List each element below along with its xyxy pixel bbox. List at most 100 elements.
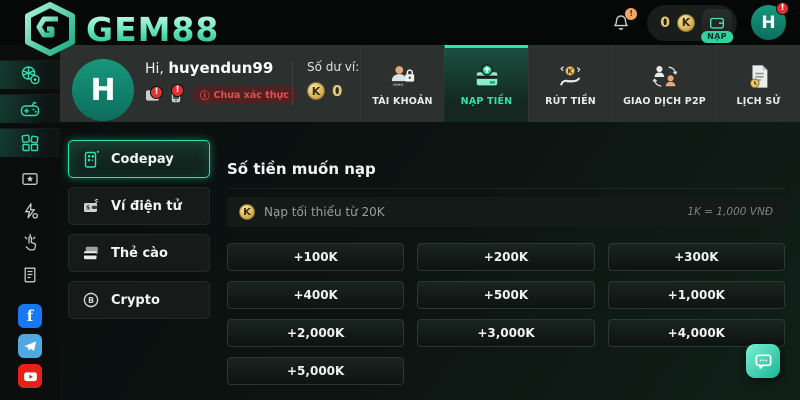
amount-button[interactable]: +4,000K [607,319,785,347]
verify-status-badge[interactable]: ⓘ Chưa xác thực [192,86,297,104]
amount-button[interactable]: +2,000K [227,319,405,347]
amount-button[interactable]: +400K [227,281,405,309]
menu-item-label: Crypto [111,292,160,308]
rail-casino-button[interactable] [0,60,60,90]
account-nav: TÀI KHOẢN NẠP TIỀN K [360,45,800,122]
svg-text:K: K [567,67,573,75]
tab-label: TÀI KHOẢN [372,95,433,107]
info-icon: ⓘ [200,91,210,102]
verification-row: ! ! ⓘ Chưa xác thực [145,84,297,104]
flash-icon [24,203,39,219]
svg-text:B: B [88,296,94,305]
amount-button[interactable]: +200K [417,243,595,271]
brand-logo[interactable]: GEM88 [22,2,219,56]
k-coin-icon: K [677,13,695,32]
p2p-icon [652,65,677,87]
rail-flash-button[interactable] [0,200,60,222]
menu-item-crypto[interactable]: B Crypto [68,281,210,319]
svg-text:$: $ [86,204,91,212]
promo-frame-icon [22,173,38,185]
wallet-coin-icon: K [307,82,325,100]
rail-games-button[interactable] [0,94,60,124]
codepay-qr-icon [84,150,99,168]
withdraw-icon: K [559,65,581,85]
rail-tiles-button[interactable] [0,128,60,158]
menu-item-vi-dien-tu[interactable]: $ Ví điện tử [68,187,210,225]
email-alert-badge: ! [150,85,163,99]
verify-status-text: Chưa xác thực [213,89,289,101]
gem-hexagon-icon [25,2,75,56]
scratch-card-icon [84,246,98,260]
deposit-info-bar: K Nạp tối thiểu từ 20K 1K = 1,000 VNĐ [227,197,785,227]
hand-click-icon [24,233,37,251]
topbar-avatar[interactable]: H ! [751,2,789,40]
menu-item-codepay[interactable]: Codepay [68,140,210,178]
amount-button[interactable]: +5,000K [227,357,405,385]
amount-button[interactable]: +500K [417,281,595,309]
avatar-alert-badge: ! [776,2,789,15]
notifications-button[interactable]: ! [609,7,638,35]
amount-button[interactable]: +1,000K [607,281,785,309]
tab-label: RÚT TIỀN [545,95,596,107]
page-title: Số tiền muốn nạp [227,160,785,189]
youtube-icon [23,371,37,381]
wallet-label: Số dư ví: [307,60,360,74]
bell-icon [614,14,629,30]
profile-avatar-initial: H [90,72,116,108]
tab-tai-khoan[interactable]: TÀI KHOẢN [360,45,444,122]
wallet-balance-value: 0 [332,82,343,100]
rail-news-button[interactable] [0,264,60,286]
tab-label: NẠP TIỀN [460,96,513,107]
chat-bubble-icon [755,353,771,369]
account-icon [391,65,414,86]
wallet-balance-block: Số dư ví: K 0 [307,60,359,100]
min-deposit-note: Nạp tối thiểu từ 20K [264,205,385,219]
telegram-link[interactable] [18,334,42,358]
min-deposit-coin-icon: K [239,204,255,220]
tab-label: GIAO DỊCH P2P [623,95,706,107]
username: huyendun99 [168,59,274,77]
telegram-icon [24,340,36,351]
game-tiles-icon [21,134,39,152]
news-icon [24,267,36,283]
facebook-icon: f [26,307,34,325]
profile-avatar[interactable]: H [72,59,134,121]
facebook-link[interactable]: f [18,304,42,328]
balance-pill[interactable]: 0 K NẠP [647,4,737,43]
account-header: H Hi, huyendun99 ! [60,45,800,122]
tab-nap-tien[interactable]: NẠP TIỀN [444,45,528,122]
rail-referral-button[interactable] [0,232,60,254]
rail-promo-button[interactable] [0,168,60,190]
youtube-link[interactable] [18,364,42,388]
amount-button[interactable]: +100K [227,243,405,271]
tab-rut-tien[interactable]: K RÚT TIỀN [528,45,612,122]
casino-ball-icon [21,66,40,85]
tab-lich-su[interactable]: LỊCH SỬ [716,45,800,122]
tab-label: LỊCH SỬ [736,95,781,107]
amount-button[interactable]: +300K [607,243,785,271]
quick-deposit-button[interactable]: NẠP [701,8,733,43]
ewallet-icon: $ [84,198,98,212]
amount-button[interactable]: +3,000K [417,319,595,347]
email-verify-button[interactable]: ! [145,85,163,102]
phone-verify-button[interactable]: ! [171,84,184,103]
bitcoin-icon: B [83,292,99,308]
greeting: Hi, huyendun99 [145,59,297,77]
header-divider [292,61,293,106]
topbar-balance-value: 0 [660,14,670,31]
rate-note: 1K = 1,000 VNĐ [687,206,773,218]
notification-badge: ! [625,7,638,20]
deposit-card-icon [476,64,497,86]
menu-item-label: Codepay [111,151,174,167]
left-rail: f [0,45,60,400]
amount-grid: +100K +200K +300K +400K +500K +1,000K +2… [227,243,785,385]
menu-item-label: Ví điện tử [111,198,182,214]
wallet-icon [710,17,724,29]
live-chat-button[interactable] [746,344,780,378]
menu-item-label: Thẻ cào [111,245,168,261]
topbar-avatar-initial: H [761,12,776,33]
menu-item-the-cao[interactable]: Thẻ cào [68,234,210,272]
phone-alert-badge: ! [171,84,184,97]
tab-giao-dich-p2p[interactable]: GIAO DỊCH P2P [612,45,716,122]
